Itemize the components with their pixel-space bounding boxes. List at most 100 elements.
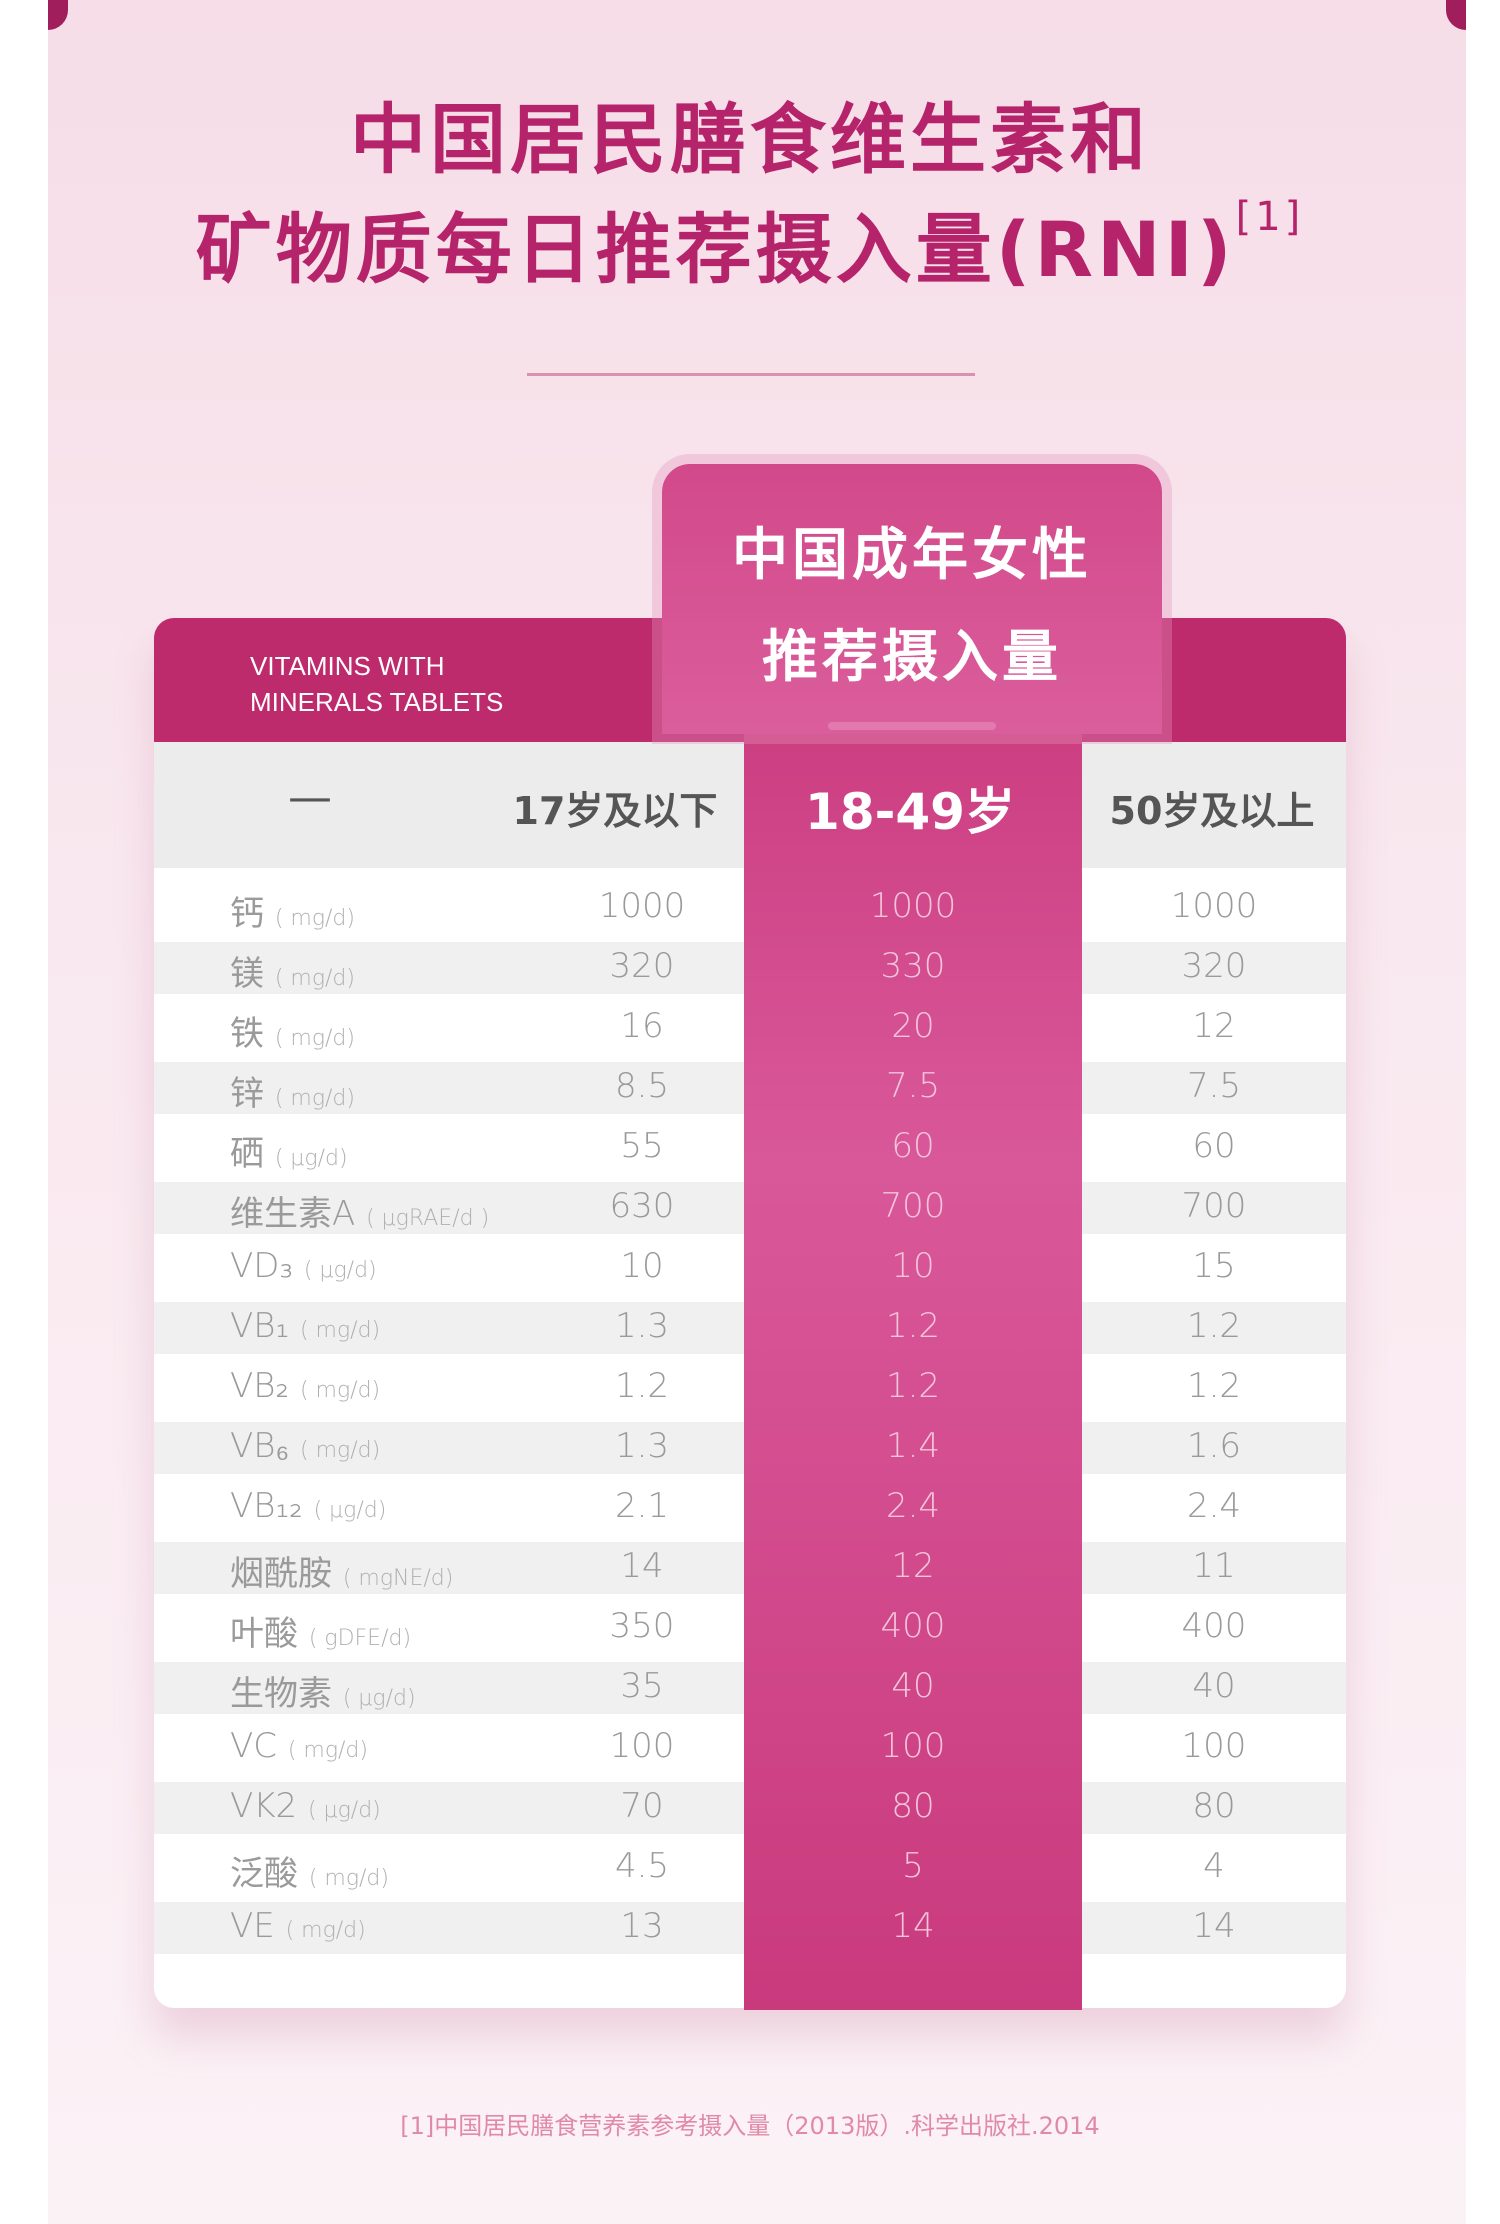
value-under-17: 70	[620, 1786, 664, 1826]
nutrient-name: VC ( mg/d)	[230, 1726, 590, 1766]
highlight-column	[744, 600, 1082, 2010]
value-18-49: 10	[891, 1246, 935, 1286]
nutrient-unit: ( gDFE/d)	[308, 1626, 412, 1651]
column-header-under-17: 17岁及以下	[512, 789, 718, 833]
nutrient-label: VB₆	[230, 1426, 290, 1466]
table-row: VB₆ ( mg/d) 1.3 1.4 1.6	[154, 1418, 1346, 1478]
value-under-17: 10	[620, 1246, 664, 1286]
value-50-plus: 11	[1192, 1546, 1236, 1586]
table-row: 硒 ( μg/d) 55 60 60	[154, 1118, 1346, 1178]
nutrient-label: VK2	[230, 1786, 298, 1826]
nutrient-name: VE ( mg/d)	[230, 1906, 590, 1946]
nutrient-unit: ( mg/d)	[300, 1438, 381, 1463]
product-label-line1: VITAMINS WITH	[250, 651, 445, 681]
nutrient-name: 镁 ( mg/d)	[230, 946, 590, 995]
value-50-plus: 40	[1192, 1666, 1236, 1706]
nutrient-unit: ( mg/d)	[274, 906, 355, 931]
highlight-tab-underline	[828, 722, 996, 730]
value-50-plus: 7.5	[1186, 1066, 1242, 1106]
nutrient-unit: ( mg/d)	[285, 1918, 366, 1943]
value-50-plus: 2.4	[1186, 1486, 1242, 1526]
column-header-50-plus: 50岁及以上	[1109, 789, 1315, 833]
table-row: VB₂ ( mg/d) 1.2 1.2 1.2	[154, 1358, 1346, 1418]
table-row: VB₁ ( mg/d) 1.3 1.2 1.2	[154, 1298, 1346, 1358]
value-18-49: 1.2	[885, 1366, 941, 1406]
value-50-plus: 1.2	[1186, 1366, 1242, 1406]
nutrient-label: 维生素A	[230, 1194, 356, 1234]
nutrient-unit: ( mg/d)	[299, 1318, 381, 1343]
nutrient-unit: ( mg/d)	[274, 1086, 355, 1111]
value-50-plus: 100	[1181, 1726, 1247, 1766]
nutrient-name: VK2 ( μg/d)	[230, 1786, 590, 1826]
nutrient-label: VB₂	[230, 1366, 290, 1406]
value-50-plus: 60	[1192, 1126, 1236, 1166]
nutrient-unit: ( μg/d)	[274, 1146, 348, 1171]
nutrient-label: 钙	[230, 894, 264, 934]
value-18-49: 20	[891, 1006, 935, 1046]
nutrient-name: VD₃ ( μg/d)	[230, 1246, 590, 1286]
value-50-plus: 4	[1203, 1846, 1225, 1886]
table-row: 钙 ( mg/d) 1000 1000 1000	[154, 878, 1346, 938]
value-50-plus: 1.6	[1186, 1426, 1242, 1466]
nutrient-unit: ( μg/d)	[308, 1798, 381, 1823]
value-18-49: 80	[891, 1786, 935, 1826]
nutrient-label: VB₁₂	[230, 1486, 303, 1526]
value-18-49: 7.5	[885, 1066, 941, 1106]
value-50-plus: 1.2	[1186, 1306, 1242, 1346]
value-under-17: 13	[620, 1906, 664, 1946]
nutrient-label: VD₃	[230, 1246, 294, 1286]
table-row: 维生素A ( μgRAE/d ) 630 700 700	[154, 1178, 1346, 1238]
value-18-49: 330	[880, 946, 946, 986]
nutrient-unit: ( mg/d)	[274, 1026, 355, 1051]
value-50-plus: 1000	[1170, 886, 1258, 926]
value-18-49: 12	[891, 1546, 935, 1586]
page-title-line2: 矿物质每日推荐摄入量(RNI)[1]	[0, 188, 1500, 298]
nutrient-label: 生物素	[230, 1674, 332, 1714]
value-50-plus: 80	[1192, 1786, 1236, 1826]
table-row: 烟酰胺 ( mgNE/d) 14 12 11	[154, 1538, 1346, 1598]
value-under-17: 350	[609, 1606, 675, 1646]
nutrient-unit: ( μg/d)	[313, 1498, 387, 1523]
nutrient-unit: ( mg/d)	[299, 1378, 381, 1403]
table-row: VB₁₂ ( μg/d) 2.1 2.4 2.4	[154, 1478, 1346, 1538]
value-18-49: 700	[880, 1186, 946, 1226]
value-under-17: 1.3	[614, 1306, 670, 1346]
value-under-17: 320	[609, 946, 675, 986]
value-under-17: 8.5	[614, 1066, 670, 1106]
nutrient-unit: ( mg/d)	[274, 966, 355, 991]
corner-decoration-right	[1446, 0, 1466, 30]
value-18-49: 14	[891, 1906, 935, 1946]
nutrient-label: VE	[230, 1906, 275, 1946]
footnote: [1]中国居民膳食营养素参考摄入量（2013版）.科学出版社.2014	[400, 2112, 1100, 2140]
nutrient-label: 泛酸	[230, 1854, 298, 1894]
nutrient-unit: ( μg/d)	[342, 1686, 416, 1711]
value-under-17: 35	[620, 1666, 664, 1706]
nutrient-label: 铁	[230, 1014, 264, 1054]
nutrient-name: VB₂ ( mg/d)	[230, 1366, 590, 1406]
value-50-plus: 15	[1192, 1246, 1236, 1286]
column-header-18-49: 18-49岁	[805, 783, 1015, 841]
table-row: VC ( mg/d) 100 100 100	[154, 1718, 1346, 1778]
table-row: VE ( mg/d) 13 14 14	[154, 1898, 1346, 1958]
nutrient-name: 钙 ( mg/d)	[230, 886, 590, 935]
value-18-49: 60	[891, 1126, 935, 1166]
corner-decoration-left	[48, 0, 68, 30]
page-title-line1: 中国居民膳食维生素和	[350, 95, 1150, 184]
nutrient-unit: ( mg/d)	[287, 1738, 368, 1763]
nutrient-label: 锌	[230, 1074, 264, 1114]
value-under-17: 16	[620, 1006, 664, 1046]
nutrient-unit: ( μg/d)	[303, 1258, 377, 1283]
value-18-49: 1.2	[885, 1306, 941, 1346]
value-18-49: 100	[880, 1726, 946, 1766]
page-title-line2-text: 矿物质每日推荐摄入量(RNI)	[195, 205, 1236, 294]
table-row: 生物素 ( μg/d) 35 40 40	[154, 1658, 1346, 1718]
value-18-49: 400	[880, 1606, 946, 1646]
nutrient-name: VB₁ ( mg/d)	[230, 1306, 590, 1346]
nutrient-name: VB₁₂ ( μg/d)	[230, 1486, 590, 1526]
table-row: VD₃ ( μg/d) 10 10 15	[154, 1238, 1346, 1298]
value-under-17: 630	[609, 1186, 675, 1226]
table-row: 泛酸 ( mg/d) 4.5 5 4	[154, 1838, 1346, 1898]
nutrient-unit: ( μgRAE/d )	[366, 1206, 490, 1231]
table-row: 叶酸 ( gDFE/d) 350 400 400	[154, 1598, 1346, 1658]
nutrient-label: 硒	[230, 1134, 264, 1174]
